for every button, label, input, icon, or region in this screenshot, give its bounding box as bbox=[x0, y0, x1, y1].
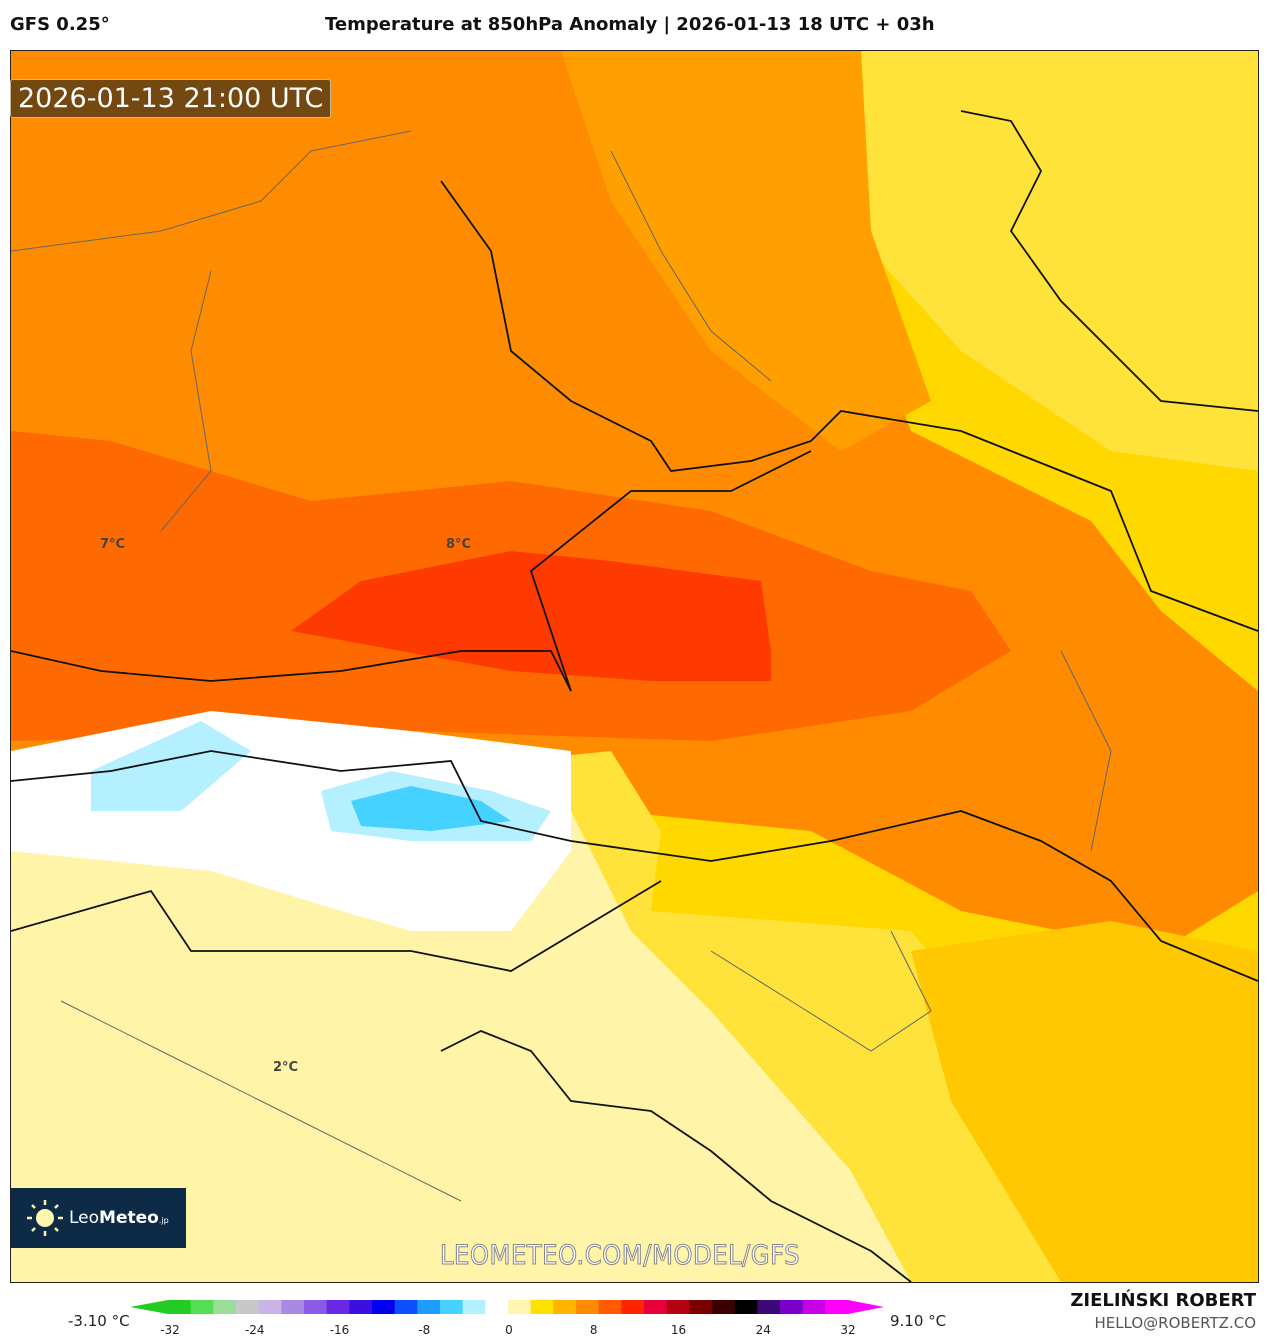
colorbar-swatch bbox=[258, 1300, 282, 1314]
colorbar-tick-label: -32 bbox=[160, 1323, 180, 1337]
region-borders bbox=[11, 130, 1112, 1202]
valid-time-badge: 2026-01-13 21:00 UTC bbox=[10, 79, 332, 118]
colorbar-swatch bbox=[304, 1300, 328, 1314]
colorbar-tick-label: 0 bbox=[505, 1323, 513, 1337]
colorbar-swatch bbox=[281, 1300, 305, 1314]
colorbar-swatch bbox=[621, 1300, 645, 1314]
colorbar-swatch bbox=[734, 1300, 758, 1314]
country-borders bbox=[11, 110, 1258, 1282]
region-lightblue-1 bbox=[91, 721, 251, 811]
logo-text-leo: Leo bbox=[69, 1208, 100, 1228]
colorbar-tick-label: -24 bbox=[244, 1323, 265, 1337]
temperature-label: 8°C bbox=[446, 537, 472, 552]
colorbar-swatch bbox=[825, 1300, 849, 1314]
model-name: GFS 0.25° bbox=[10, 14, 110, 35]
colorbar-swatch bbox=[326, 1300, 350, 1314]
colorbar-swatch bbox=[213, 1300, 237, 1314]
colorbar-swatch bbox=[372, 1300, 396, 1314]
temperature-anomaly-map bbox=[10, 50, 1259, 1283]
region-lightyellow-sw bbox=[11, 811, 911, 1282]
colorbar-swatch bbox=[553, 1300, 577, 1314]
colorbar-swatch bbox=[462, 1300, 486, 1314]
colorbar-tick-label: 32 bbox=[840, 1323, 856, 1337]
colorbar-swatch bbox=[417, 1300, 441, 1314]
colorbar-swatch bbox=[190, 1300, 214, 1314]
colorbar-swatch bbox=[666, 1300, 690, 1314]
colorbar-swatch bbox=[780, 1300, 804, 1314]
colorbar-swatch bbox=[576, 1300, 600, 1314]
colorbar-swatch bbox=[757, 1300, 781, 1314]
colorbar-tick-label: -8 bbox=[418, 1323, 431, 1337]
colorbar-swatch bbox=[440, 1300, 464, 1314]
colorbar-tick-label: -16 bbox=[329, 1323, 350, 1337]
colorbar-swatch bbox=[802, 1300, 826, 1314]
region-blue-core bbox=[351, 786, 511, 831]
colorbar-swatch bbox=[712, 1300, 736, 1314]
leometeo-logo[interactable]: LeoMeteo.jp bbox=[11, 1188, 186, 1248]
watermark-url: LEOMETEO.COM/MODEL/GFS bbox=[439, 1240, 801, 1272]
colorbar-swatch bbox=[394, 1300, 418, 1314]
colorbar-swatch bbox=[485, 1300, 509, 1314]
temperature-label: 7°C bbox=[100, 537, 126, 552]
colorbar-tick-label: 8 bbox=[589, 1323, 598, 1337]
author-name: ZIELIŃSKI ROBERT bbox=[1070, 1290, 1256, 1311]
region-red-core bbox=[291, 551, 771, 681]
colorbar-swatch bbox=[349, 1300, 373, 1314]
colorbar-swatch bbox=[689, 1300, 713, 1314]
colorbar-max-label: 9.10 °C bbox=[890, 1312, 947, 1330]
colorbar-min-label: -3.10 °C bbox=[68, 1312, 130, 1330]
region-yellow-ne bbox=[861, 51, 1258, 471]
colorbar bbox=[130, 1300, 884, 1314]
colorbar-tick-label: 24 bbox=[755, 1323, 771, 1337]
colorbar-swatch bbox=[530, 1300, 554, 1314]
colorbar-swatch bbox=[644, 1300, 668, 1314]
colorbar-min-arrow bbox=[130, 1300, 168, 1314]
colorbar-tick-label: 16 bbox=[670, 1323, 687, 1337]
colorbar-swatch bbox=[236, 1300, 260, 1314]
colorbar-swatch bbox=[168, 1300, 192, 1314]
author-email[interactable]: HELLO@ROBERTZ.CO bbox=[1094, 1314, 1256, 1332]
chart-title: Temperature at 850hPa Anomaly | 2026-01-… bbox=[325, 14, 935, 35]
region-orange-mid bbox=[561, 51, 931, 451]
logo-text-suffix: .jp bbox=[158, 1216, 169, 1225]
temperature-label: 2°C bbox=[273, 1060, 299, 1075]
region-yellow-se bbox=[911, 921, 1258, 1282]
colorbar-swatch bbox=[508, 1300, 532, 1314]
sun-icon bbox=[27, 1200, 63, 1236]
colorbar-max-arrow bbox=[848, 1300, 884, 1314]
colorbar-swatch bbox=[598, 1300, 622, 1314]
logo-text-meteo: Meteo bbox=[99, 1208, 159, 1228]
